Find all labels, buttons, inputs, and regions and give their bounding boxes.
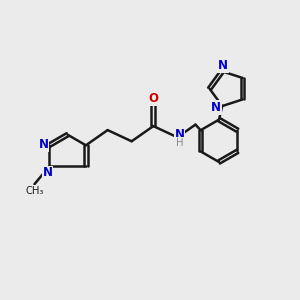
- Text: O: O: [148, 92, 158, 105]
- Text: H: H: [176, 138, 184, 148]
- Text: N: N: [175, 128, 185, 141]
- Text: N: N: [39, 138, 49, 151]
- Text: N: N: [218, 59, 228, 72]
- Text: CH₃: CH₃: [25, 186, 44, 196]
- Text: N: N: [43, 167, 53, 179]
- Text: N: N: [211, 101, 221, 114]
